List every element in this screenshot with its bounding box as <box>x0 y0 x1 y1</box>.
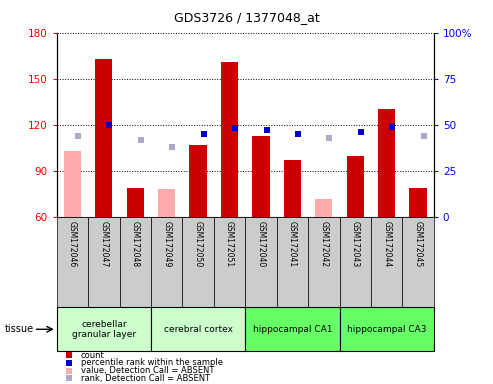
Text: GSM172049: GSM172049 <box>162 222 171 268</box>
Text: GDS3726 / 1377048_at: GDS3726 / 1377048_at <box>174 12 319 25</box>
Text: GSM172046: GSM172046 <box>68 222 77 268</box>
Text: hippocampal CA1: hippocampal CA1 <box>252 325 332 334</box>
Bar <box>371 217 402 307</box>
Bar <box>245 307 340 351</box>
Bar <box>221 62 238 217</box>
Text: tissue: tissue <box>5 324 34 334</box>
Bar <box>308 217 340 307</box>
Bar <box>214 217 246 307</box>
Bar <box>410 188 427 217</box>
Text: rank, Detection Call = ABSENT: rank, Detection Call = ABSENT <box>81 374 210 383</box>
Text: GSM172040: GSM172040 <box>256 222 266 268</box>
Bar <box>340 307 434 351</box>
Text: GSM172050: GSM172050 <box>194 222 203 268</box>
Bar <box>57 307 151 351</box>
Bar <box>127 188 144 217</box>
Bar <box>88 217 119 307</box>
Bar <box>252 136 270 217</box>
Text: GSM172045: GSM172045 <box>414 222 423 268</box>
Bar <box>315 199 332 217</box>
Bar <box>284 160 301 217</box>
Text: cerebellar
granular layer: cerebellar granular layer <box>72 319 136 339</box>
Text: count: count <box>81 351 105 360</box>
Bar <box>402 217 434 307</box>
Bar <box>158 189 176 217</box>
Bar <box>151 307 245 351</box>
Bar <box>57 217 88 307</box>
Text: cerebral cortex: cerebral cortex <box>164 325 233 334</box>
Text: GSM172042: GSM172042 <box>319 222 328 268</box>
Text: value, Detection Call = ABSENT: value, Detection Call = ABSENT <box>81 366 214 375</box>
Bar <box>245 217 277 307</box>
Bar <box>95 59 112 217</box>
Text: GSM172043: GSM172043 <box>351 222 360 268</box>
Bar <box>151 217 182 307</box>
Bar <box>182 217 214 307</box>
Bar <box>378 109 395 217</box>
Text: hippocampal CA3: hippocampal CA3 <box>347 325 426 334</box>
Bar <box>64 151 81 217</box>
Text: GSM172051: GSM172051 <box>225 222 234 268</box>
Text: GSM172044: GSM172044 <box>382 222 391 268</box>
Bar <box>119 217 151 307</box>
Bar <box>189 145 207 217</box>
Bar <box>277 217 308 307</box>
Bar <box>340 217 371 307</box>
Text: GSM172047: GSM172047 <box>99 222 108 268</box>
Bar <box>347 156 364 217</box>
Text: GSM172048: GSM172048 <box>131 222 140 268</box>
Text: percentile rank within the sample: percentile rank within the sample <box>81 358 223 367</box>
Text: GSM172041: GSM172041 <box>288 222 297 268</box>
